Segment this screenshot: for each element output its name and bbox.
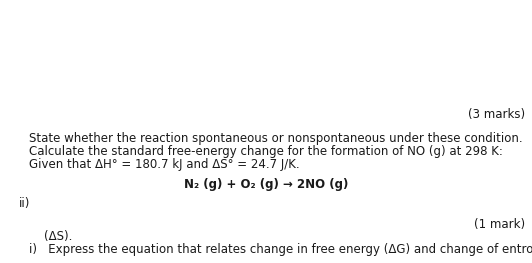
Text: Given that ΔH° = 180.7 kJ and ΔS° = 24.7 J/K.: Given that ΔH° = 180.7 kJ and ΔS° = 24.7… (29, 158, 300, 171)
Text: i)   Express the equation that relates change in free energy (ΔG) and change of : i) Express the equation that relates cha… (29, 243, 532, 256)
Text: Calculate the standard free-energy change for the formation of NO (g) at 298 K:: Calculate the standard free-energy chang… (29, 145, 503, 158)
Text: (1 mark): (1 mark) (475, 218, 526, 231)
Text: N₂ (g) + O₂ (g) → 2NO (g): N₂ (g) + O₂ (g) → 2NO (g) (184, 178, 348, 191)
Text: ii): ii) (19, 197, 30, 210)
Text: State whether the reaction spontaneous or nonspontaneous under these condition.: State whether the reaction spontaneous o… (29, 132, 523, 145)
Text: (ΔS).: (ΔS). (44, 230, 72, 243)
Text: (3 marks): (3 marks) (469, 108, 526, 121)
